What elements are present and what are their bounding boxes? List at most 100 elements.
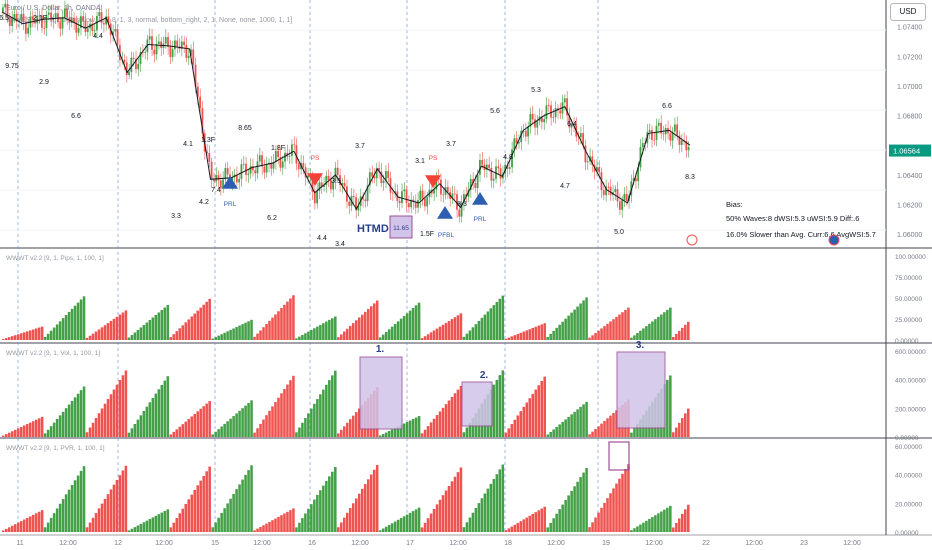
candle-body (485, 164, 488, 170)
flash-icon (686, 234, 698, 246)
volume-bar (414, 417, 418, 437)
volume-bar (178, 513, 182, 532)
price-tick: 1.06400 (897, 173, 922, 180)
candle-body (479, 160, 481, 175)
volume-bar (639, 330, 642, 340)
volume-bar (283, 388, 286, 437)
candle-body (311, 175, 314, 192)
candle-body (481, 160, 484, 165)
volume-bar (157, 514, 161, 532)
volume-bar (127, 337, 131, 340)
volume-bar (160, 512, 164, 532)
volume-bar (393, 428, 397, 437)
volume-bar (109, 320, 113, 340)
volume-bar (642, 522, 645, 532)
pane-axis-tick: 200.00000 (895, 406, 926, 413)
prl-label-2: PRL (474, 216, 487, 223)
volume-bar (85, 527, 89, 532)
volume-bar (295, 338, 298, 340)
candle-body (336, 167, 339, 176)
pane-axis-tick: 0.00000 (895, 338, 919, 345)
volume-bar (609, 321, 612, 340)
candle-body (194, 64, 197, 87)
volume-bar (681, 327, 684, 340)
volume-bar (648, 323, 651, 340)
volume-bar (175, 429, 179, 437)
volume-bar (543, 376, 546, 437)
candle-body (265, 164, 268, 173)
volume-bar (340, 334, 343, 340)
volume-bar (549, 431, 552, 437)
time-tick: 12:00 (645, 540, 663, 547)
volume-bar (199, 307, 202, 340)
candle-body (164, 37, 167, 44)
candle-body (320, 182, 323, 188)
candle-body (451, 193, 454, 199)
candle-body (522, 130, 525, 132)
candle-body (527, 126, 529, 137)
candle-body (160, 41, 163, 48)
volume-bar (525, 517, 529, 532)
candle-body (591, 156, 594, 165)
volume-bar (558, 324, 561, 340)
candle-body (554, 108, 557, 118)
candle-body (226, 168, 229, 175)
candle-body (31, 16, 34, 20)
pane-axis-tick: 0.00000 (895, 435, 919, 442)
volume-bar (304, 333, 307, 340)
wave-label: 3.7 (446, 141, 456, 148)
volume-bar (405, 514, 409, 532)
candle-body (371, 172, 374, 177)
volume-bar (420, 527, 424, 532)
candle-body (499, 168, 502, 179)
volume-bar (369, 306, 373, 340)
time-tick: 12:00 (351, 540, 369, 547)
volume-bar (49, 517, 53, 532)
volume-bar (450, 396, 454, 437)
time-tick: 12:00 (547, 540, 565, 547)
volume-bar (148, 319, 152, 340)
volume-bar (672, 432, 675, 437)
candle-body (352, 195, 355, 198)
volume-bar (681, 513, 684, 532)
volume-bar (334, 370, 337, 437)
currency-button[interactable]: USD (890, 3, 926, 21)
volume-bar (372, 303, 376, 340)
volume-bar (343, 426, 346, 437)
volume-bar (241, 408, 244, 437)
volume-bar (22, 332, 26, 340)
volume-bar (67, 404, 71, 437)
volume-bar (615, 410, 618, 437)
volume-bar (678, 518, 681, 532)
candle-body (550, 105, 552, 118)
candle-body (618, 201, 621, 210)
volume-bar (555, 426, 558, 437)
candle-body (513, 138, 516, 150)
volume-bar (507, 337, 511, 340)
alert-icon (828, 234, 840, 246)
volume-bar (567, 315, 570, 340)
candle-body (474, 183, 477, 189)
volume-bar (127, 432, 131, 437)
htmd-value: 11.65 (393, 225, 409, 232)
volume-bar (229, 418, 232, 437)
volume-bar (256, 528, 259, 532)
volume-bar (552, 429, 555, 437)
candle-body (511, 149, 513, 168)
volume-bar (289, 380, 292, 437)
time-tick: 12:00 (155, 540, 173, 547)
volume-bar (672, 336, 675, 340)
wave-label: 6.4 (567, 121, 577, 128)
volume-bar (91, 333, 95, 340)
prl-up-marker (222, 176, 238, 189)
pfbl-label: PFBL (438, 232, 455, 239)
volume-bar (510, 424, 514, 437)
volume-bar (223, 332, 226, 340)
pane-axis-tick: 600.00000 (895, 349, 926, 356)
volume-bar (19, 521, 23, 532)
volume-bar (214, 337, 217, 340)
candle-body (59, 22, 62, 29)
candle-body (625, 193, 628, 201)
volume-bar (142, 410, 146, 437)
